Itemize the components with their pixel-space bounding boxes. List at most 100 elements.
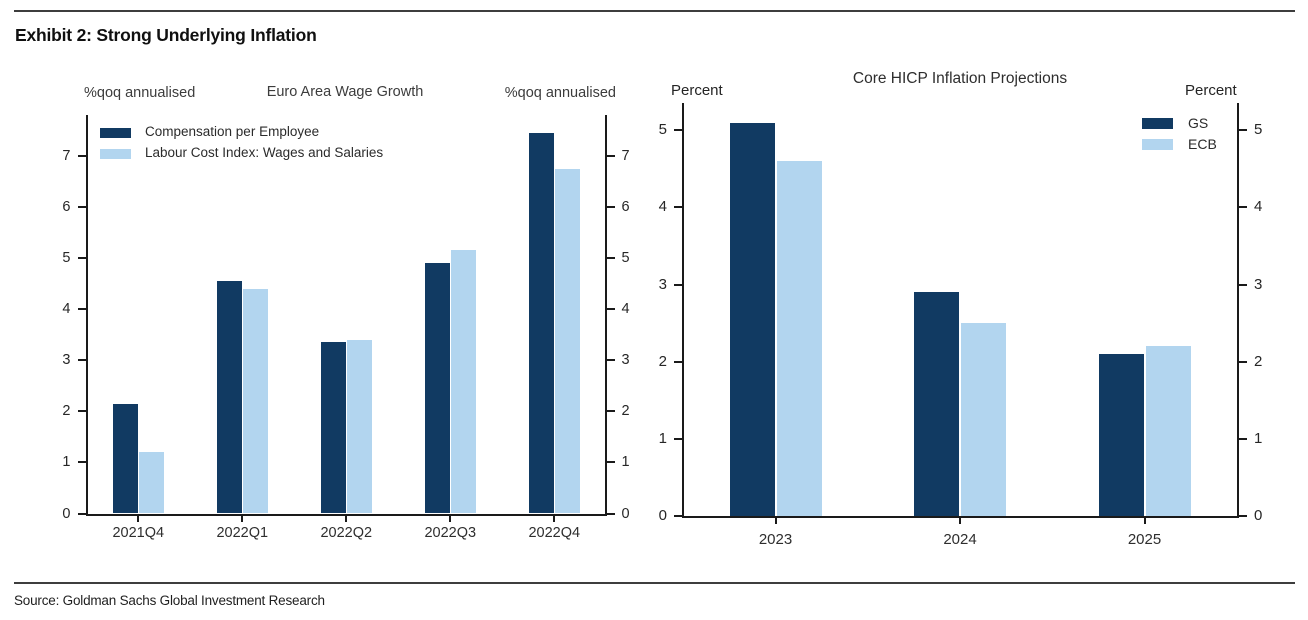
bar-ecb-2023 <box>776 161 822 516</box>
x-category-label: 2022Q2 <box>320 524 373 541</box>
exhibit-title: Exhibit 2: Strong Underlying Inflation <box>15 25 317 45</box>
y-tick-label-right: 1 <box>621 454 630 471</box>
x-category-label: 2025 <box>1127 531 1162 548</box>
x-tick <box>959 518 961 524</box>
y-tick-left <box>674 283 682 286</box>
y-tick-left <box>77 512 86 515</box>
bar-compensation-per-employee-2022q4 <box>528 132 554 514</box>
x-axis <box>85 513 607 516</box>
bar-gs-2024 <box>914 292 959 516</box>
x-category-label: 2022Q3 <box>424 524 477 541</box>
y-tick-label-right: 5 <box>621 250 630 267</box>
y-tick-label-right: 4 <box>1254 198 1263 216</box>
y-tick-right <box>1239 437 1247 440</box>
x-tick <box>1143 518 1146 524</box>
source-note: Source: Goldman Sachs Global Investment … <box>14 593 325 608</box>
y-tick-left <box>674 437 682 440</box>
bar-labour-cost-index-wages-and-salaries-2022q4 <box>555 168 581 514</box>
bar-ecb-2024 <box>961 323 1006 516</box>
y-axis-left <box>682 102 684 516</box>
y-tick-label-right: 2 <box>1254 352 1263 370</box>
y-tick-label-right: 0 <box>621 505 630 522</box>
legend-swatch-labour-cost-index-wages-and-salaries <box>100 149 131 159</box>
y-tick-right <box>1239 283 1247 286</box>
y-tick-label-left: 5 <box>658 121 667 139</box>
legend-label-labour-cost-index-wages-and-salaries: Labour Cost Index: Wages and Salaries <box>145 145 384 160</box>
y-tick-left <box>77 308 86 311</box>
x-tick <box>241 515 244 522</box>
y-tick-right <box>606 257 615 260</box>
hicp-chart-title: Core HICP Inflation Projections <box>852 70 1068 87</box>
x-axis <box>682 516 1239 518</box>
y-tick-left <box>674 360 682 363</box>
y-tick-left <box>674 129 682 132</box>
y-tick-right <box>1239 129 1247 132</box>
y-tick-label-right: 3 <box>1254 275 1263 293</box>
y-tick-right <box>606 308 615 311</box>
y-tick-left <box>77 461 86 464</box>
bar-ecb-2025 <box>1145 346 1191 516</box>
bar-labour-cost-index-wages-and-salaries-2022q1 <box>243 288 269 514</box>
y-tick-label-right: 4 <box>621 301 630 318</box>
x-tick <box>774 518 777 524</box>
x-tick <box>553 515 556 522</box>
y-tick-label-right: 7 <box>621 147 630 164</box>
wage-chart-left-axis-unit-label: %qoq annualised <box>84 85 196 101</box>
bar-gs-2023 <box>729 122 775 516</box>
y-tick-label-right: 6 <box>621 198 630 215</box>
hicp-chart-left-axis-unit-label: Percent <box>671 82 723 99</box>
legend-label-ecb: ECB <box>1188 135 1217 152</box>
bar-labour-cost-index-wages-and-salaries-2022q3 <box>451 250 477 514</box>
top-rule <box>14 10 1295 12</box>
legend-label-compensation-per-employee: Compensation per Employee <box>145 124 320 139</box>
y-tick-label-left: 4 <box>658 198 667 216</box>
x-category-label: 2023 <box>758 531 793 548</box>
y-tick-left <box>77 257 86 260</box>
y-tick-label-left: 4 <box>62 301 71 318</box>
y-tick-label-left: 3 <box>658 275 667 293</box>
y-tick-label-right: 1 <box>1254 429 1263 447</box>
x-tick <box>345 515 348 522</box>
legend-label-gs: GS <box>1188 114 1209 131</box>
y-tick-left <box>674 515 682 517</box>
y-tick-label-left: 0 <box>62 505 71 522</box>
bottom-rule <box>14 582 1295 584</box>
x-category-label: 2022Q1 <box>216 524 269 541</box>
y-tick-label-left: 2 <box>658 352 667 370</box>
y-tick-label-right: 2 <box>621 403 630 420</box>
y-tick-left <box>674 206 682 209</box>
bar-compensation-per-employee-2022q1 <box>216 281 242 514</box>
y-tick-label-left: 7 <box>62 147 71 164</box>
x-category-label: 2024 <box>943 531 977 548</box>
y-tick-right <box>606 512 615 515</box>
y-tick-right <box>606 359 615 362</box>
y-tick-label-left: 1 <box>658 429 667 447</box>
y-tick-left <box>77 359 86 362</box>
x-tick <box>137 515 140 522</box>
y-axis-right <box>1237 102 1239 516</box>
y-tick-label-left: 0 <box>658 507 667 524</box>
y-tick-label-right: 5 <box>1254 121 1263 139</box>
bar-compensation-per-employee-2021q4 <box>112 403 138 514</box>
y-tick-label-left: 5 <box>62 250 71 267</box>
y-tick-right <box>606 410 615 413</box>
y-tick-label-right: 0 <box>1254 507 1263 524</box>
y-tick-label-left: 1 <box>62 454 71 471</box>
y-tick-right <box>1239 515 1247 517</box>
y-tick-right <box>1239 206 1247 209</box>
hicp-chart-right-axis-unit-label: Percent <box>1185 82 1237 99</box>
y-tick-right <box>1239 360 1247 363</box>
y-tick-right <box>606 205 615 208</box>
bar-compensation-per-employee-2022q2 <box>320 342 346 514</box>
y-tick-right <box>606 461 615 464</box>
bar-compensation-per-employee-2022q3 <box>424 263 450 514</box>
y-axis-right <box>604 115 607 514</box>
y-tick-left <box>77 410 86 413</box>
wage-chart-right-axis-unit-label: %qoq annualised <box>504 85 616 101</box>
x-category-label: 2021Q4 <box>112 524 165 541</box>
y-tick-left <box>77 154 86 157</box>
y-tick-left <box>77 205 86 208</box>
y-tick-label-left: 6 <box>62 198 71 215</box>
